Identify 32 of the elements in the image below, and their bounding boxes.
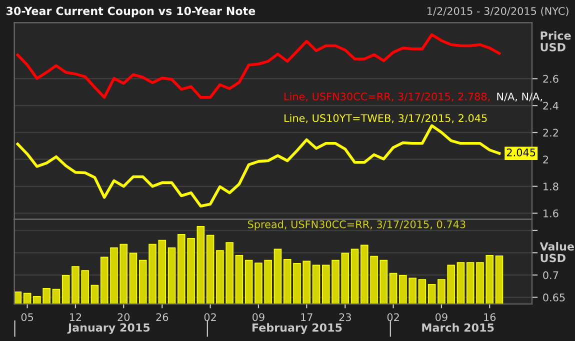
y-tick-label: 0.65 — [543, 294, 565, 302]
annotation: N/A, N/A, — [497, 92, 542, 102]
y-tick-label: 2.4 — [543, 102, 558, 110]
chart-title: 30-Year Current Coupon vs 10-Year Note — [6, 6, 256, 18]
series-label: Spread, USFN30CC=RR, 3/17/2015, 0.743 — [248, 220, 466, 230]
line-series — [16, 124, 501, 208]
y-tick-label: 0.7 — [543, 271, 558, 280]
x-tick-label: 02 — [387, 313, 399, 322]
y-axis-title: Value USD — [540, 242, 574, 262]
x-tick-label: 23 — [339, 313, 351, 322]
x-tick-label: 12 — [70, 313, 82, 321]
text: March 2015 — [422, 323, 494, 332]
text: February 2015 — [252, 323, 342, 334]
y-tick-label: 1.6 — [544, 209, 558, 218]
x-tick-label: 20 — [118, 313, 130, 322]
data-label: 2.045 — [506, 148, 536, 156]
x-tick-label: 17 — [301, 313, 312, 321]
y-axis-title: Price USD — [540, 31, 571, 52]
x-tick-label: 09 — [252, 313, 264, 322]
x-tick-label: 26 — [156, 313, 168, 322]
y-tick-label: 2.6 — [543, 74, 558, 83]
x-tick-label: 05 — [21, 313, 34, 322]
text: Line, US10YT=TWEB, 3/17/2015, 2.045 — [284, 114, 487, 124]
y-tick-label: 2 — [543, 156, 548, 164]
x-tick-label: 02 — [204, 313, 216, 322]
x-tick-label: 09 — [436, 313, 448, 322]
x-tick-label: 16 — [484, 313, 496, 322]
chart-subtitle: 1/2/2015 - 3/20/2015 (NYC) — [428, 6, 568, 16]
text: January 2015 — [67, 323, 150, 334]
text: Line, USFN30CC=RR, 3/17/2015, 2.788, — [284, 92, 490, 102]
y-tick-label: 1.8 — [544, 182, 558, 190]
y-tick-label: 2.2 — [543, 128, 558, 136]
